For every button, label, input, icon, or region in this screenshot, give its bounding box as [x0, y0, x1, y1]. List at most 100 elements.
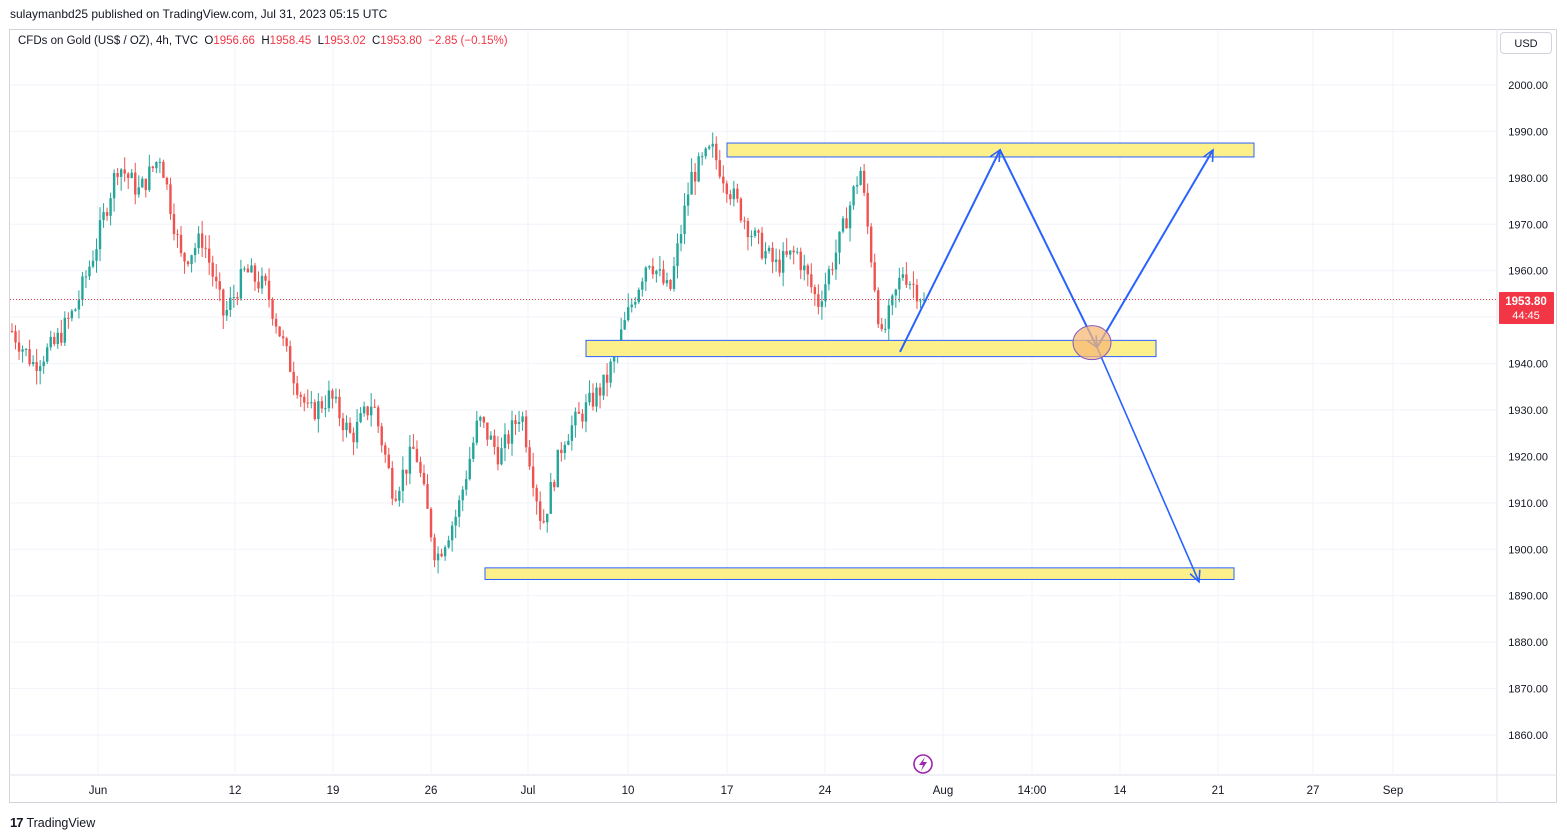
candle-body [901, 274, 905, 278]
candle-body [10, 331, 14, 333]
symbol-legend: CFDs on Gold (US$ / OZ), 4h, TVC O1956.6… [18, 35, 508, 47]
candle-body [567, 440, 570, 445]
candle-body [778, 259, 781, 273]
candle-body [690, 171, 693, 195]
candle-body [669, 279, 672, 289]
chart-grid [10, 30, 1496, 774]
candle-body [722, 176, 725, 184]
candle-body [53, 336, 56, 345]
brand-name: TradingView [26, 815, 96, 830]
candle-body [648, 266, 651, 268]
time-tick-label: 26 [425, 785, 438, 797]
candle-body [119, 169, 123, 177]
candle-body [296, 383, 299, 395]
candle-body [56, 332, 59, 345]
candle-body [605, 374, 609, 383]
time-tick-label: 19 [327, 785, 340, 797]
candle-body [873, 262, 876, 291]
candle-body [190, 255, 193, 265]
candle-body [31, 362, 35, 365]
candle-body [651, 266, 655, 275]
time-axis[interactable]: Jun 12 19 26 Jul 10 17 24 Aug 14:00 14 21 27 Sep [89, 785, 1404, 797]
candle-body [898, 277, 901, 290]
candle-body [144, 178, 148, 191]
currency-button[interactable]: USD [1500, 32, 1552, 54]
candle-body [91, 260, 95, 267]
candle-body [317, 401, 320, 420]
candle-body [683, 205, 686, 235]
candle-body [373, 406, 376, 408]
candle-body [824, 284, 827, 302]
candle-body [137, 187, 140, 195]
candle-body [919, 300, 922, 302]
candle-body [84, 276, 88, 278]
chart-frame[interactable] [9, 29, 1557, 803]
candle-body [686, 194, 690, 206]
candle-body [331, 390, 334, 399]
candle-body [799, 251, 802, 271]
candle-body [672, 266, 676, 289]
candle-body [630, 304, 633, 308]
candle-body [457, 500, 461, 517]
candle-body [729, 194, 732, 200]
candle-body [366, 406, 369, 416]
lightning-icon[interactable] [913, 754, 933, 774]
candle-body [123, 169, 126, 174]
change-value: −2.85 (−0.15%) [428, 35, 508, 47]
candle-body [443, 547, 447, 557]
candle-body [70, 310, 74, 319]
candle-body [260, 275, 264, 289]
candle-body [197, 233, 200, 249]
candle-body [764, 251, 767, 259]
price-tick-label: 1890.00 [1508, 591, 1548, 603]
candle-body [243, 268, 246, 270]
candle-body [369, 406, 373, 416]
candle-body [852, 186, 855, 206]
candle-body [817, 294, 820, 307]
candle-body [148, 166, 151, 191]
candle-body [288, 346, 292, 372]
candle-body [204, 247, 207, 249]
candle-body [546, 513, 549, 523]
candle-body [380, 426, 383, 446]
candle-body [313, 402, 317, 420]
candle-body [584, 402, 588, 422]
candle-body [324, 408, 327, 410]
candle-body [891, 295, 894, 306]
candle-body [486, 422, 489, 440]
candle-body [35, 362, 38, 372]
candle-body [803, 265, 806, 271]
candle-body [591, 392, 595, 407]
high-label: H [261, 35, 270, 47]
candle-body [17, 342, 21, 352]
candle-body [169, 184, 172, 215]
candle-body [820, 301, 824, 307]
candle-body [422, 472, 426, 485]
candle-body [598, 387, 602, 396]
candle-body [278, 326, 281, 337]
candle-body [521, 416, 524, 422]
candle-body [267, 280, 271, 300]
candle-body [479, 417, 482, 421]
time-tick-label: Jun [89, 785, 108, 797]
candle-body [489, 435, 493, 440]
candle-body [377, 407, 380, 427]
candle-body [222, 289, 225, 316]
candle-body [641, 281, 644, 290]
footer-brand[interactable]: 17 TradingView [10, 815, 95, 830]
candle-body [581, 413, 584, 422]
candle-body [355, 421, 359, 443]
candle-body [186, 261, 190, 265]
candle-body [384, 445, 387, 455]
candle-body [697, 156, 700, 182]
candle-body [239, 269, 243, 299]
price-axis[interactable]: 2000.001990.001980.001970.001960.001950.… [1508, 80, 1548, 742]
candle-body [338, 396, 341, 419]
publisher-line: sulaymanbd25 published on TradingView.co… [10, 7, 388, 21]
candle-body [348, 422, 352, 433]
high-value: 1958.45 [269, 35, 312, 47]
candlestick-series [10, 132, 1497, 574]
candle-body [46, 347, 49, 362]
candle-body [334, 396, 338, 399]
